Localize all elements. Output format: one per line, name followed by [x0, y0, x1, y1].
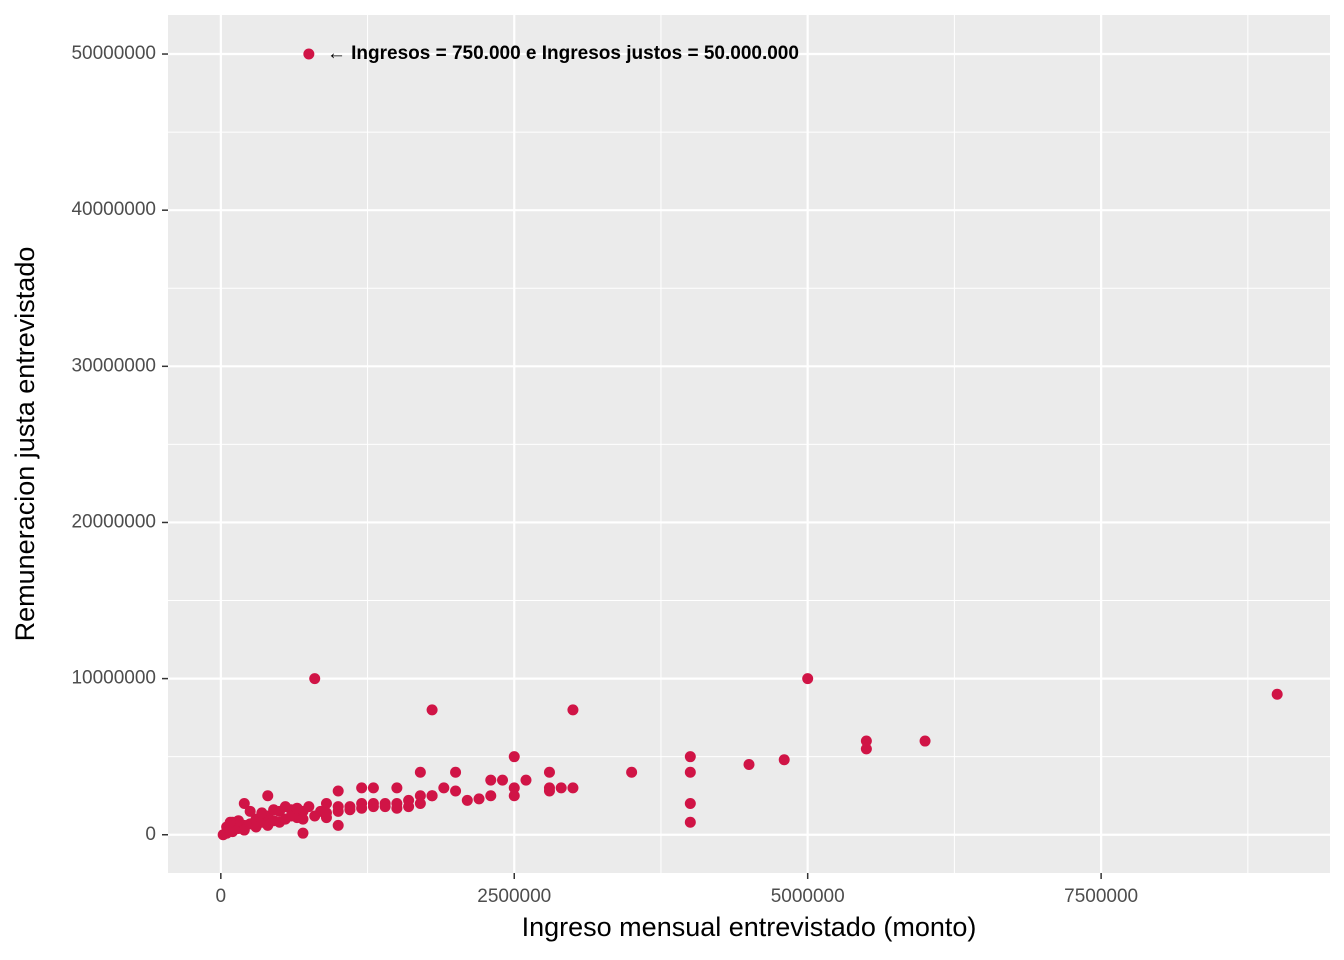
point [367, 782, 379, 794]
point [268, 804, 280, 816]
point [684, 816, 696, 828]
point [860, 743, 872, 755]
point [684, 751, 696, 763]
point [320, 812, 332, 824]
y-tick-label: 20000000 [71, 511, 156, 532]
point [450, 766, 462, 778]
point [244, 805, 256, 817]
point [426, 704, 438, 716]
point [473, 793, 485, 805]
x-tick-label: 5000000 [771, 886, 845, 907]
point [344, 804, 356, 816]
point [279, 801, 291, 813]
point [438, 782, 450, 794]
point [414, 766, 426, 778]
point [684, 766, 696, 778]
point [461, 794, 473, 806]
point [309, 673, 321, 685]
y-tick-label: 30000000 [71, 355, 156, 376]
point [743, 758, 755, 770]
point [414, 798, 426, 810]
point [919, 735, 931, 747]
point [224, 816, 236, 828]
point [508, 782, 520, 794]
point [356, 782, 368, 794]
point [332, 805, 344, 817]
point [291, 802, 303, 814]
point [802, 673, 814, 685]
point [297, 813, 309, 825]
point [485, 790, 497, 802]
y-tick-label: 40000000 [71, 199, 156, 220]
point [391, 802, 403, 814]
point [567, 704, 579, 716]
point [508, 751, 520, 763]
point [778, 754, 790, 766]
annotation: ← Ingresos = 750.000 e Ingresos justos =… [327, 43, 799, 64]
point [232, 815, 244, 827]
point [320, 798, 332, 810]
point [485, 774, 497, 786]
point [303, 801, 315, 813]
y-tick-label: 10000000 [71, 668, 156, 689]
point [367, 801, 379, 813]
point [497, 774, 509, 786]
y-tick-label: 50000000 [71, 43, 156, 64]
annotation-point [303, 48, 315, 60]
y-tick-label: 0 [145, 824, 156, 845]
point [520, 774, 532, 786]
point [332, 819, 344, 831]
point [1271, 688, 1283, 700]
point [543, 766, 555, 778]
point [297, 827, 309, 839]
point [450, 785, 462, 797]
x-tick-label: 7500000 [1064, 886, 1138, 907]
point [508, 790, 520, 802]
x-axis-title: Ingreso mensual entrevistado (monto) [522, 912, 977, 942]
point [238, 798, 250, 810]
point [379, 801, 391, 813]
point [391, 782, 403, 794]
point [262, 790, 274, 802]
point [414, 790, 426, 802]
point [256, 807, 268, 819]
point [403, 801, 415, 813]
point [860, 735, 872, 747]
point [684, 798, 696, 810]
point [567, 782, 579, 794]
point [332, 785, 344, 797]
x-tick-label: 0 [216, 886, 227, 907]
y-axis-title: Remuneracion justa entrevistado [10, 247, 40, 642]
point [356, 802, 368, 814]
point [555, 782, 567, 794]
point [626, 766, 638, 778]
point [543, 785, 555, 797]
x-tick-label: 2500000 [477, 886, 551, 907]
point [426, 790, 438, 802]
